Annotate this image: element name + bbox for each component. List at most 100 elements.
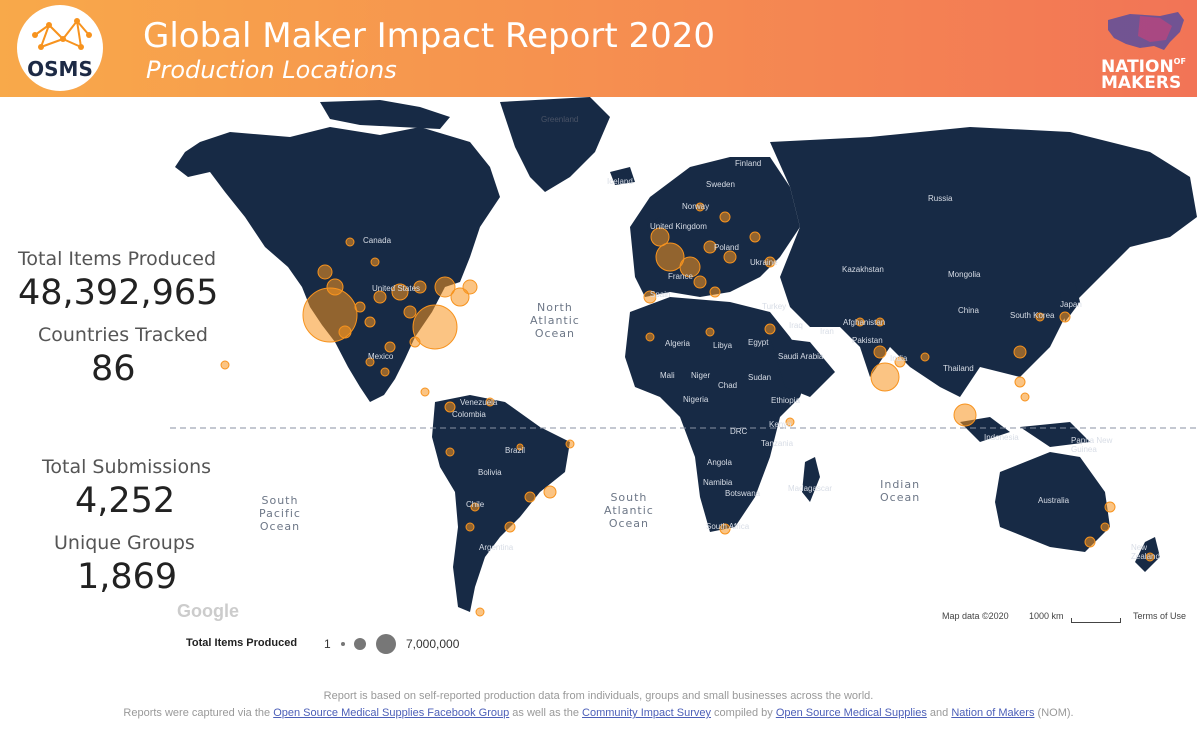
legend-min-value: 1 — [324, 637, 331, 651]
country-label-norway: Norway — [682, 202, 710, 211]
country-label-iceland: Iceland — [607, 177, 633, 186]
partner-logo-line1: NATIONOF — [1101, 57, 1186, 77]
country-label-sweden: Sweden — [706, 180, 735, 189]
total-items-value: 48,392,965 — [18, 273, 219, 313]
map-data-attribution[interactable]: Map data ©2020 — [942, 611, 1009, 621]
map-scale-label: 1000 km — [1029, 611, 1064, 621]
nation-of-makers-logo[interactable] — [1100, 6, 1190, 92]
country-label-ukraine: Ukraine — [750, 258, 778, 267]
country-label-colombia: Colombia — [452, 410, 486, 419]
country-label-new-zealand: New Zealand — [1131, 543, 1160, 561]
country-label-chad: Chad — [718, 381, 738, 390]
footer-mid1: as well as the — [509, 707, 583, 719]
marker-europe-cluster — [655, 242, 685, 272]
country-label-libya: Libya — [713, 341, 733, 350]
submissions-label: Total Submissions — [42, 456, 212, 478]
country-label-south-africa: South Africa — [706, 522, 750, 531]
countries-value: 86 — [91, 349, 136, 389]
footer-mid2: compiled by — [711, 707, 776, 719]
community-survey-link[interactable]: Community Impact Survey — [582, 707, 711, 719]
country-label-poland: Poland — [714, 243, 739, 252]
country-label-canada: Canada — [363, 236, 392, 245]
ocean-label-south-pacific: South Pacific Ocean — [259, 494, 301, 533]
legend-circle-medium — [354, 638, 366, 650]
groups-value: 1,869 — [77, 557, 178, 597]
ocean-label-indian: Indian Ocean — [880, 478, 921, 504]
osms-facebook-link[interactable]: Open Source Medical Supplies Facebook Gr… — [273, 707, 510, 719]
country-label-thailand: Thailand — [943, 364, 974, 373]
country-label-pakistan: Pakistan — [852, 336, 883, 345]
country-label-kenya: Kenya — [769, 420, 792, 429]
country-label-ethiopia: Ethiopia — [771, 396, 800, 405]
page-subtitle: Production Locations — [146, 56, 397, 84]
country-label-indonesia: Indonesia — [984, 433, 1019, 442]
canadian-islands — [320, 100, 450, 129]
country-label-south-korea: South Korea — [1010, 311, 1055, 320]
country-label-botswana: Botswana — [725, 489, 761, 498]
country-label-iran: Iran — [820, 327, 834, 336]
country-label-chile: Chile — [466, 500, 485, 509]
country-label-namibia: Namibia — [703, 478, 733, 487]
country-label-finland: Finland — [735, 159, 762, 168]
country-label-nigeria: Nigeria — [683, 395, 709, 404]
country-label-kazakhstan: Kazakhstan — [842, 265, 884, 274]
country-label-spain: Spain — [650, 290, 671, 299]
osms-logo-text: OSMS — [27, 57, 93, 81]
country-label-argentina: Argentina — [479, 543, 514, 552]
asia-landmass — [770, 127, 1197, 397]
ocean-label-north-atlantic: North Atlantic Ocean — [530, 301, 580, 340]
africa-landmass — [625, 297, 810, 532]
footer-note: Report is based on self-reported product… — [323, 690, 874, 702]
google-logo[interactable]: Google — [177, 601, 239, 621]
footer-sources: Reports were captured via the Open Sourc… — [0, 707, 1197, 719]
production-markers — [220, 202, 1155, 617]
land-masses — [175, 97, 1197, 612]
country-label-greenland: Greenland — [541, 115, 579, 124]
country-label-tanzania: Tanzania — [761, 439, 794, 448]
legend-title: Total Items Produced — [186, 637, 298, 649]
country-label-papua-new-guinea: Papua New Guinea — [1071, 436, 1113, 454]
map-scale-bar — [1071, 618, 1121, 623]
country-label-drc: DRC — [730, 427, 748, 436]
marker-india-large — [870, 362, 900, 392]
australia-landmass — [995, 452, 1110, 552]
legend-max-value: 7,000,000 — [406, 637, 460, 651]
country-label-madagascar: Madagascar — [788, 484, 833, 493]
country-label-iraq: Iraq — [789, 321, 803, 330]
footer-prefix: Reports were captured via the — [123, 707, 274, 719]
legend-size-circles — [341, 634, 396, 654]
country-label-turkey: Turkey — [762, 302, 787, 311]
country-label-mongolia: Mongolia — [948, 270, 981, 279]
partner-logo-line2: MAKERS — [1101, 73, 1182, 93]
greenland-landmass — [500, 97, 610, 192]
groups-label: Unique Groups — [54, 532, 195, 554]
country-label-angola: Angola — [707, 458, 732, 467]
legend-circle-large — [376, 634, 396, 654]
country-label-sudan: Sudan — [748, 373, 772, 382]
marker-east-us-cluster — [412, 304, 458, 350]
osms-link[interactable]: Open Source Medical Supplies — [775, 707, 927, 719]
country-label-bolivia: Bolivia — [478, 468, 502, 477]
submissions-value: 4,252 — [75, 481, 176, 521]
country-label-saudi-arabia: Saudi Arabia — [778, 352, 824, 361]
country-label-india: India — [890, 354, 908, 363]
legend-circle-small — [341, 642, 345, 646]
country-label-egypt: Egypt — [748, 338, 769, 347]
country-label-venezuela: Venezuela — [460, 398, 498, 407]
country-label-france: France — [668, 272, 693, 281]
country-label-brazil: Brazil — [505, 446, 526, 455]
network-icon — [32, 18, 92, 50]
world-map[interactable] — [170, 97, 1197, 627]
footer-mid3: and — [926, 707, 952, 719]
terms-of-use-link[interactable]: Terms of Use — [1133, 611, 1187, 621]
nom-link[interactable]: Nation of Makers — [951, 707, 1035, 719]
country-label-algeria: Algeria — [665, 339, 690, 348]
footer-suffix: (NOM). — [1034, 707, 1074, 719]
country-label-china: China — [958, 306, 979, 315]
country-label-russia: Russia — [928, 194, 953, 203]
country-label-australia: Australia — [1038, 496, 1070, 505]
country-label-united-states: United States — [372, 284, 421, 293]
south-america-landmass — [432, 395, 570, 612]
country-label-japan: Japan — [1060, 300, 1082, 309]
osms-logo[interactable]: OSMS — [17, 5, 103, 91]
